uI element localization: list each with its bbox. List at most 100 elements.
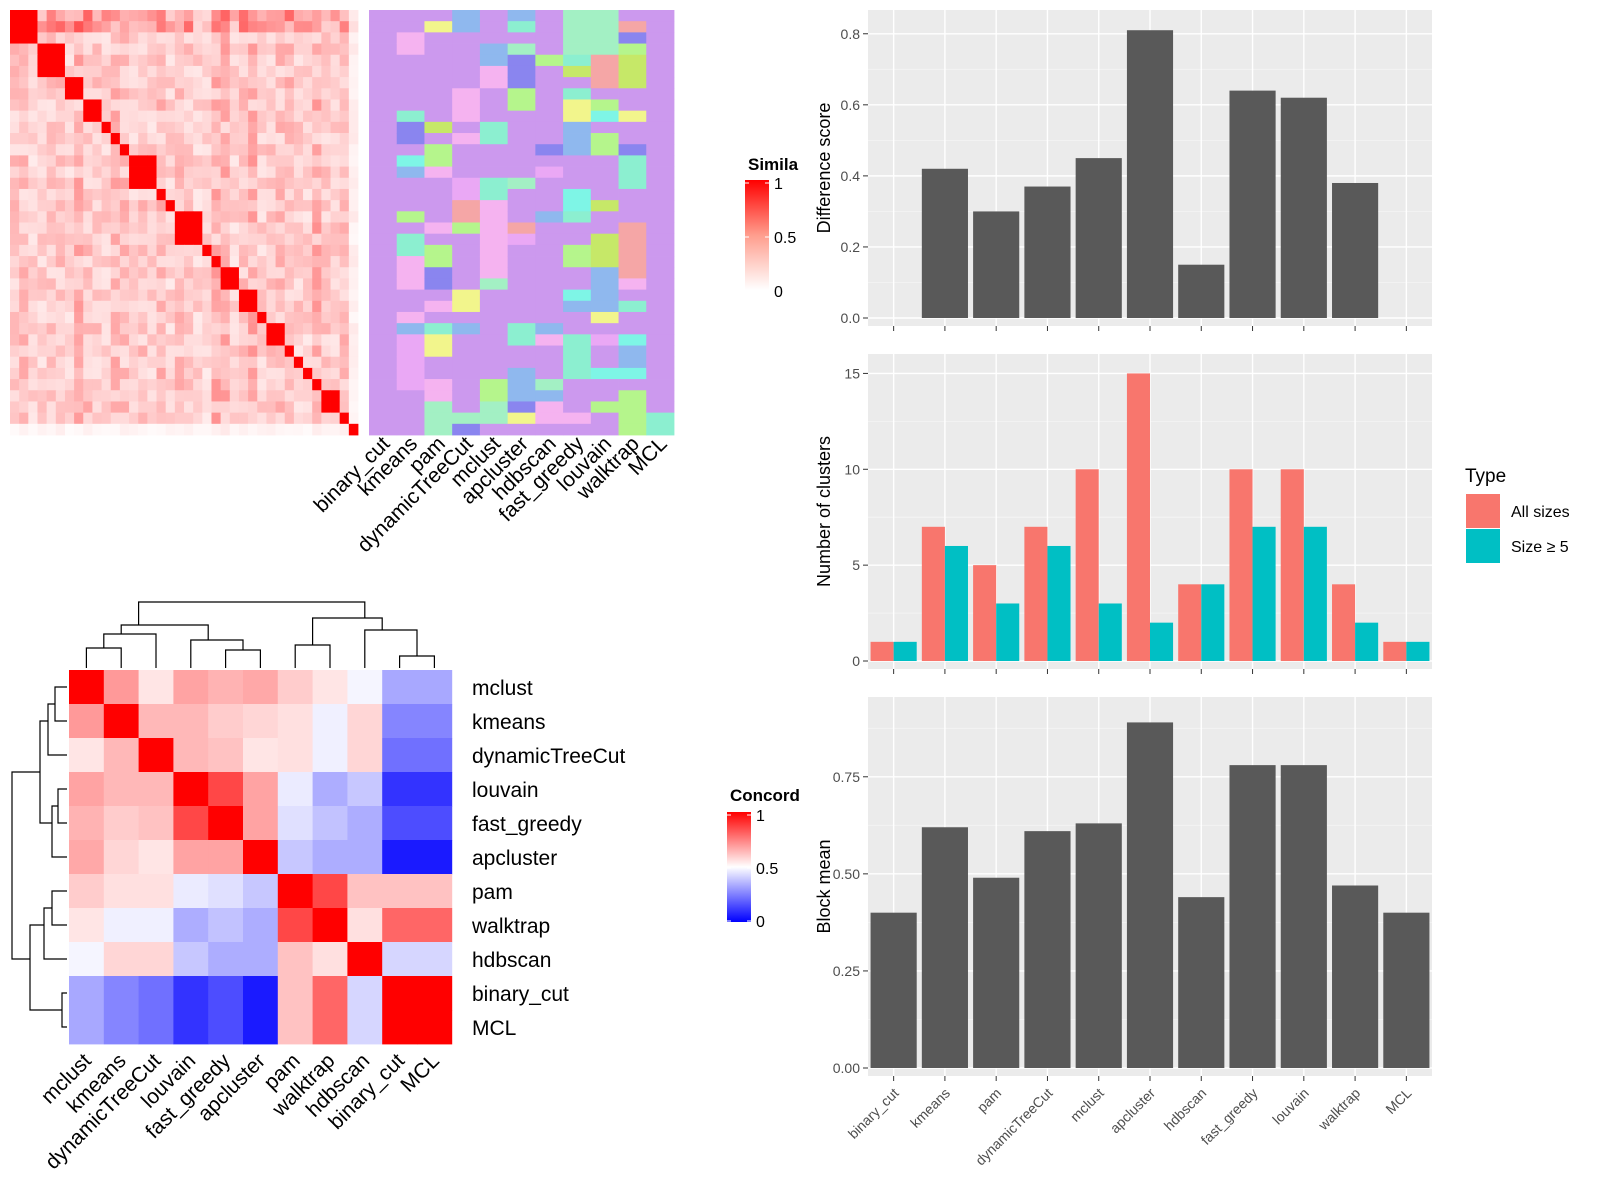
similarity-cell — [83, 166, 93, 179]
similarity-cell — [165, 345, 176, 358]
annotation-cell — [535, 110, 564, 123]
similarity-cell — [293, 323, 304, 335]
annotation-cell — [424, 32, 453, 44]
similarity-cell — [330, 233, 341, 246]
similarity-cell — [293, 267, 304, 279]
annotation-cell — [479, 423, 509, 436]
annotation-cell — [369, 222, 398, 235]
similarity-cell — [129, 323, 139, 335]
similarity-cell — [28, 267, 38, 279]
similarity-cell — [147, 188, 157, 201]
annotation-cell — [424, 356, 453, 369]
similarity-cell — [101, 211, 112, 223]
similarity-cell — [129, 423, 139, 436]
similarity-cell — [110, 99, 121, 112]
similarity-cell — [293, 99, 304, 112]
concordance-cell — [138, 976, 174, 1011]
concordance-cell — [138, 874, 174, 909]
similarity-cell — [10, 144, 20, 156]
similarity-cell — [293, 244, 304, 257]
annotation-cell — [369, 356, 398, 369]
similarity-cell — [46, 267, 57, 279]
annotation-cell — [563, 144, 592, 156]
concordance-cell — [103, 1010, 139, 1045]
similarity-cell — [184, 110, 194, 123]
similarity-cell — [312, 267, 322, 279]
similarity-cell — [101, 367, 112, 380]
similarity-cell — [312, 133, 322, 145]
similarity-cell — [275, 244, 286, 257]
similarity-cell — [138, 356, 148, 369]
annotation-cell — [452, 367, 481, 380]
similarity-cell — [348, 379, 359, 391]
similarity-cell — [193, 21, 203, 33]
similarity-cell — [193, 401, 203, 414]
similarity-cell — [10, 233, 20, 246]
similarity-cell — [248, 278, 258, 290]
similarity-cell — [266, 379, 276, 391]
annotation-cell — [563, 32, 592, 44]
similarity-cell — [312, 334, 322, 346]
similarity-cell — [257, 390, 267, 402]
concordance-cell — [103, 806, 139, 841]
similarity-cell — [10, 110, 20, 123]
similarity-cell — [19, 423, 29, 436]
similarity-cell — [10, 311, 20, 324]
similarity-cell — [28, 155, 38, 167]
similarity-cell — [10, 77, 20, 89]
similarity-cell — [220, 278, 231, 290]
similarity-cell — [303, 423, 313, 436]
similarity-cell — [174, 412, 185, 425]
similarity-cell — [174, 200, 185, 212]
similarity-cell — [193, 110, 203, 123]
similarity-cell — [266, 356, 276, 369]
similarity-cell — [184, 323, 194, 335]
similarity-cell — [202, 334, 212, 346]
concordance-cell — [243, 840, 279, 875]
annotation-cell — [507, 233, 536, 246]
similarity-cell — [266, 133, 276, 145]
similarity-cell — [83, 155, 93, 167]
similarity-cell — [156, 77, 167, 89]
similarity-cell — [147, 155, 157, 167]
similarity-cell — [74, 311, 84, 324]
similarity-cell — [220, 21, 231, 33]
similarity-cell — [138, 278, 148, 290]
similarity-cell — [19, 367, 29, 380]
similarity-cell — [266, 267, 276, 279]
concordance-row-label: kmeans — [472, 711, 546, 734]
similarity-cell — [28, 200, 38, 212]
annotation-cell — [507, 77, 536, 89]
similarity-cell — [257, 244, 267, 257]
similarity-cell — [138, 222, 148, 235]
similarity-cell — [211, 345, 222, 358]
similarity-cell — [348, 77, 359, 89]
similarity-cell — [312, 390, 322, 402]
similarity-cell — [110, 278, 121, 290]
similarity-cell — [37, 121, 48, 134]
similarity-cell — [321, 77, 331, 89]
similarity-cell — [284, 32, 295, 44]
similarity-cell — [284, 300, 295, 313]
concordance-cell — [208, 942, 244, 977]
concordance-cell — [243, 976, 279, 1011]
annotation-cell — [424, 300, 453, 313]
bar-size-ge-5 — [1098, 603, 1122, 661]
annotation-cell — [396, 10, 425, 22]
similarity-cell — [202, 54, 212, 67]
similarity-cell — [202, 300, 212, 313]
similarity-cell — [83, 300, 93, 313]
similarity-cell — [312, 356, 322, 369]
similarity-cell — [110, 300, 121, 313]
similarity-cell — [138, 412, 148, 425]
concordance-row-label: mclust — [472, 677, 533, 700]
annotation-cell — [507, 144, 536, 156]
annotation-cell — [396, 211, 425, 223]
concordance-cell — [347, 874, 383, 909]
concordance-cell — [417, 772, 453, 807]
annotation-cell — [424, 177, 453, 190]
similarity-cell — [229, 211, 240, 223]
similarity-cell — [92, 311, 102, 324]
annotation-cell — [479, 88, 509, 100]
